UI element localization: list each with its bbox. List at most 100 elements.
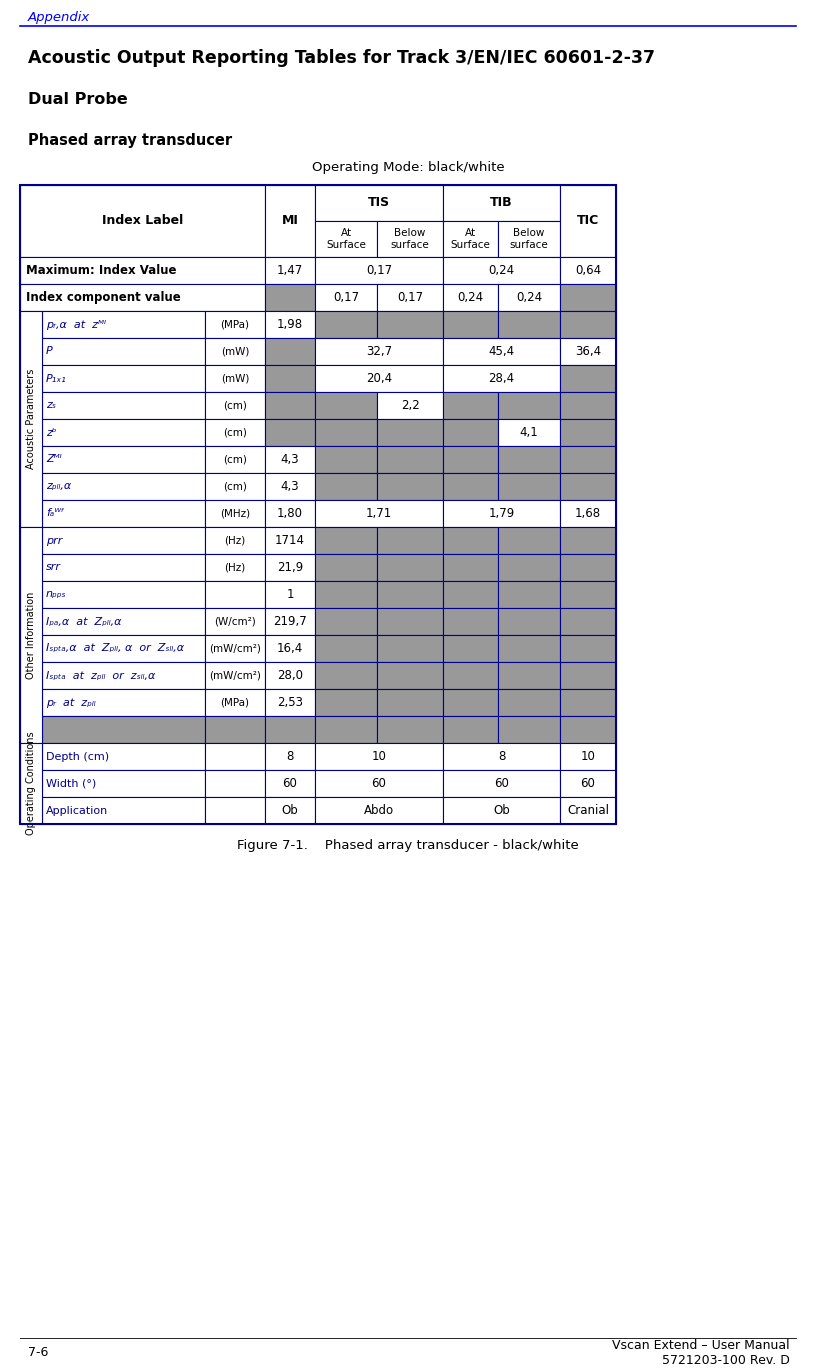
Text: Operating Conditions: Operating Conditions xyxy=(26,731,36,835)
Bar xyxy=(315,769,443,797)
Text: Vscan Extend – User Manual
5721203-100 Rev. D: Vscan Extend – User Manual 5721203-100 R… xyxy=(612,1339,790,1368)
Text: 4,3: 4,3 xyxy=(281,453,299,465)
Text: 4,1: 4,1 xyxy=(520,426,539,439)
Text: (W/cm²): (W/cm²) xyxy=(214,616,256,627)
Bar xyxy=(265,446,315,474)
Bar xyxy=(315,338,443,366)
Text: Index Label: Index Label xyxy=(102,215,183,227)
Text: 0,17: 0,17 xyxy=(333,292,359,304)
Text: zᵇ: zᵇ xyxy=(46,427,56,438)
Text: 4,3: 4,3 xyxy=(281,481,299,493)
Text: 1,47: 1,47 xyxy=(277,264,303,277)
Bar xyxy=(377,689,443,716)
Bar xyxy=(265,663,315,689)
Text: 1,80: 1,80 xyxy=(277,507,303,520)
Text: TIB: TIB xyxy=(490,197,512,209)
Bar xyxy=(377,580,443,608)
Bar xyxy=(560,580,616,608)
Bar xyxy=(560,257,616,283)
Bar xyxy=(498,554,560,580)
Bar xyxy=(42,366,205,392)
Text: At
Surface: At Surface xyxy=(450,229,490,249)
Bar xyxy=(315,608,377,635)
Bar xyxy=(265,527,315,554)
Bar xyxy=(498,580,560,608)
Text: MI: MI xyxy=(282,215,299,227)
Text: 28,4: 28,4 xyxy=(489,372,515,385)
Bar xyxy=(205,554,265,580)
Bar xyxy=(377,635,443,663)
Bar xyxy=(265,500,315,527)
Text: (mW/cm²): (mW/cm²) xyxy=(209,643,261,653)
Bar xyxy=(377,716,443,743)
Bar xyxy=(205,580,265,608)
Text: zₛ: zₛ xyxy=(46,401,56,411)
Text: At
Surface: At Surface xyxy=(326,229,366,249)
Bar xyxy=(443,366,560,392)
Bar xyxy=(205,663,265,689)
Bar xyxy=(265,366,315,392)
Text: 60: 60 xyxy=(494,778,509,790)
Bar xyxy=(265,554,315,580)
Bar xyxy=(42,338,205,366)
Bar xyxy=(560,689,616,716)
Text: Maximum: Index Value: Maximum: Index Value xyxy=(26,264,176,277)
Text: prr: prr xyxy=(46,535,62,545)
Bar xyxy=(443,769,560,797)
Bar xyxy=(20,743,42,824)
Bar xyxy=(205,500,265,527)
Text: 8: 8 xyxy=(498,750,505,763)
Bar xyxy=(315,283,377,311)
Text: pᵣ  at  zₚₗₗ: pᵣ at zₚₗₗ xyxy=(46,697,95,708)
Text: 7-6: 7-6 xyxy=(28,1347,48,1359)
Bar xyxy=(377,527,443,554)
Bar xyxy=(265,257,315,283)
Text: Dual Probe: Dual Probe xyxy=(28,93,128,108)
Bar xyxy=(560,743,616,769)
Text: Operating Mode: black/white: Operating Mode: black/white xyxy=(312,162,504,174)
Bar xyxy=(377,220,443,257)
Bar xyxy=(42,474,205,500)
Bar xyxy=(265,689,315,716)
Bar xyxy=(42,527,205,554)
Text: (MHz): (MHz) xyxy=(220,508,250,519)
Bar xyxy=(265,185,315,257)
Bar xyxy=(443,338,560,366)
Bar xyxy=(265,419,315,446)
Text: (cm): (cm) xyxy=(223,401,247,411)
Bar xyxy=(443,716,498,743)
Text: (mW): (mW) xyxy=(221,346,249,356)
Bar xyxy=(205,635,265,663)
Text: (mW): (mW) xyxy=(221,374,249,383)
Bar xyxy=(20,527,42,743)
Text: (MPa): (MPa) xyxy=(220,319,250,330)
Text: Other Information: Other Information xyxy=(26,591,36,679)
Bar xyxy=(20,185,616,824)
Bar xyxy=(443,554,498,580)
Bar xyxy=(498,392,560,419)
Text: 8: 8 xyxy=(286,750,294,763)
Bar xyxy=(42,392,205,419)
Text: Depth (cm): Depth (cm) xyxy=(46,752,109,761)
Text: 10: 10 xyxy=(371,750,387,763)
Bar xyxy=(315,311,377,338)
Bar xyxy=(205,743,265,769)
Bar xyxy=(443,527,498,554)
Bar xyxy=(560,500,616,527)
Text: P₁ₓ₁: P₁ₓ₁ xyxy=(46,374,67,383)
Text: Abdo: Abdo xyxy=(364,804,394,817)
Bar xyxy=(265,338,315,366)
Bar xyxy=(42,500,205,527)
Bar xyxy=(377,446,443,474)
Bar xyxy=(265,392,315,419)
Text: Width (°): Width (°) xyxy=(46,779,96,789)
Bar xyxy=(265,608,315,635)
Text: 0,17: 0,17 xyxy=(397,292,423,304)
Bar xyxy=(205,716,265,743)
Bar xyxy=(560,446,616,474)
Bar xyxy=(377,554,443,580)
Text: 60: 60 xyxy=(580,778,596,790)
Text: 45,4: 45,4 xyxy=(489,345,515,359)
Text: 32,7: 32,7 xyxy=(366,345,392,359)
Text: (cm): (cm) xyxy=(223,482,247,491)
